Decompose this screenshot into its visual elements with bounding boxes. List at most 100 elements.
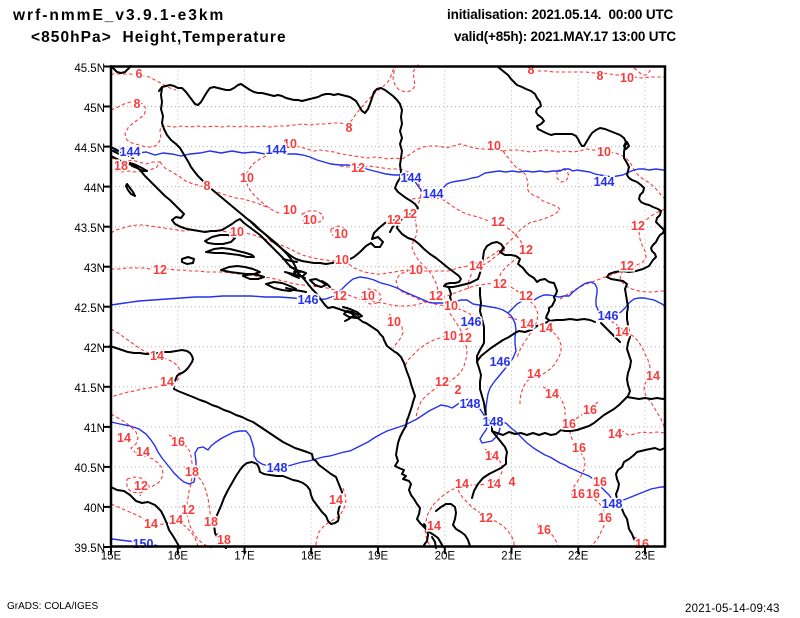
svg-text:16: 16 xyxy=(537,523,551,537)
svg-text:12: 12 xyxy=(435,375,449,389)
svg-text:146: 146 xyxy=(298,293,319,307)
svg-text:144: 144 xyxy=(401,171,422,185)
svg-text:10: 10 xyxy=(240,171,254,185)
svg-text:8: 8 xyxy=(204,179,211,193)
svg-text:14: 14 xyxy=(527,367,541,381)
svg-text:10: 10 xyxy=(387,315,401,329)
svg-text:40.5N: 40.5N xyxy=(74,463,105,475)
svg-text:12: 12 xyxy=(153,263,167,277)
svg-text:12: 12 xyxy=(429,289,443,303)
svg-text:45N: 45N xyxy=(84,103,105,115)
svg-text:12: 12 xyxy=(403,207,417,221)
svg-text:45.5N: 45.5N xyxy=(74,63,105,75)
svg-text:14: 14 xyxy=(117,431,131,445)
svg-text:6: 6 xyxy=(136,67,143,81)
svg-text:10: 10 xyxy=(409,263,423,277)
svg-text:42N: 42N xyxy=(84,343,105,355)
svg-text:16: 16 xyxy=(571,487,585,501)
svg-text:40N: 40N xyxy=(84,503,105,515)
svg-text:12: 12 xyxy=(519,243,533,257)
svg-text:146: 146 xyxy=(598,309,619,323)
svg-text:20E: 20E xyxy=(435,551,456,563)
svg-text:14: 14 xyxy=(136,445,150,459)
svg-text:16: 16 xyxy=(635,537,649,551)
svg-text:14: 14 xyxy=(485,449,499,463)
svg-text:43N: 43N xyxy=(84,263,105,275)
svg-text:8: 8 xyxy=(346,121,353,135)
svg-text:12: 12 xyxy=(631,219,645,233)
svg-text:14: 14 xyxy=(469,259,483,273)
svg-text:144: 144 xyxy=(594,175,615,189)
svg-text:12: 12 xyxy=(493,277,507,291)
svg-text:14: 14 xyxy=(646,369,660,383)
svg-text:14: 14 xyxy=(520,317,534,331)
svg-text:144: 144 xyxy=(423,187,444,201)
svg-text:14: 14 xyxy=(487,477,501,491)
svg-text:41N: 41N xyxy=(84,423,105,435)
svg-text:148: 148 xyxy=(602,497,623,511)
svg-text:10: 10 xyxy=(303,213,317,227)
svg-text:146: 146 xyxy=(461,315,482,329)
svg-text:12: 12 xyxy=(479,511,493,525)
svg-text:18: 18 xyxy=(185,465,199,479)
svg-text:14: 14 xyxy=(329,493,343,507)
svg-text:12: 12 xyxy=(134,479,148,493)
svg-text:10: 10 xyxy=(444,299,458,313)
svg-text:148: 148 xyxy=(483,415,504,429)
svg-text:41.5N: 41.5N xyxy=(74,383,105,395)
svg-text:16E: 16E xyxy=(168,551,189,563)
svg-text:18: 18 xyxy=(114,159,128,173)
svg-text:10: 10 xyxy=(335,253,349,267)
svg-text:10: 10 xyxy=(230,225,244,239)
svg-text:10: 10 xyxy=(334,227,348,241)
svg-text:18: 18 xyxy=(204,515,218,529)
svg-text:16: 16 xyxy=(593,475,607,489)
svg-text:12: 12 xyxy=(519,289,533,303)
svg-text:16: 16 xyxy=(562,417,576,431)
svg-text:12: 12 xyxy=(351,161,365,175)
svg-text:43.5N: 43.5N xyxy=(74,223,105,235)
svg-text:23E: 23E xyxy=(635,551,656,563)
svg-text:14: 14 xyxy=(427,519,441,533)
svg-text:16: 16 xyxy=(586,487,600,501)
svg-text:18: 18 xyxy=(217,533,231,547)
svg-text:16: 16 xyxy=(171,435,185,449)
svg-text:14: 14 xyxy=(160,375,174,389)
svg-text:146: 146 xyxy=(490,355,511,369)
svg-text:22E: 22E xyxy=(568,551,589,563)
svg-text:12: 12 xyxy=(333,289,347,303)
svg-text:14: 14 xyxy=(455,477,469,491)
svg-text:4: 4 xyxy=(509,475,516,489)
svg-text:144: 144 xyxy=(266,143,287,157)
svg-text:8: 8 xyxy=(134,97,141,111)
svg-text:10: 10 xyxy=(597,145,611,159)
svg-text:10: 10 xyxy=(620,71,634,85)
svg-text:10: 10 xyxy=(283,203,297,217)
svg-text:12: 12 xyxy=(620,259,634,273)
svg-text:44.5N: 44.5N xyxy=(74,143,105,155)
svg-text:12: 12 xyxy=(458,331,472,345)
svg-text:17E: 17E xyxy=(234,551,255,563)
svg-text:21E: 21E xyxy=(501,551,522,563)
svg-text:10: 10 xyxy=(361,289,375,303)
svg-text:44N: 44N xyxy=(84,183,105,195)
svg-text:148: 148 xyxy=(460,397,481,411)
svg-text:16: 16 xyxy=(572,441,586,455)
svg-text:150: 150 xyxy=(133,537,154,551)
svg-text:12: 12 xyxy=(181,503,195,517)
svg-text:10: 10 xyxy=(283,137,297,151)
svg-text:12: 12 xyxy=(387,213,401,227)
svg-text:14: 14 xyxy=(144,517,158,531)
svg-text:10: 10 xyxy=(443,329,457,343)
svg-text:144: 144 xyxy=(120,145,141,159)
svg-text:148: 148 xyxy=(267,461,288,475)
svg-text:12: 12 xyxy=(491,215,505,229)
svg-text:42.5N: 42.5N xyxy=(74,303,105,315)
svg-text:14: 14 xyxy=(615,325,629,339)
svg-text:10: 10 xyxy=(487,139,501,153)
svg-text:14: 14 xyxy=(169,513,183,527)
svg-text:14: 14 xyxy=(150,349,164,363)
svg-text:8: 8 xyxy=(597,69,604,83)
svg-text:14: 14 xyxy=(545,387,559,401)
svg-text:16: 16 xyxy=(598,511,612,525)
